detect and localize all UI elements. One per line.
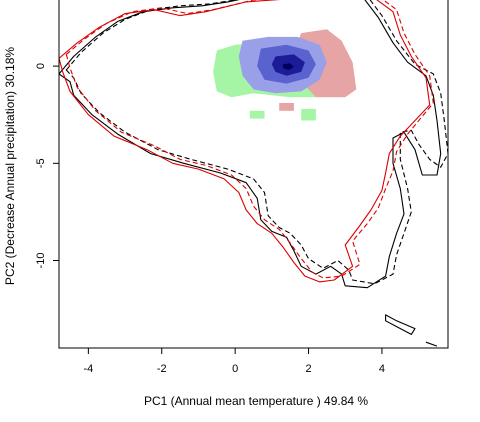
plot-frame — [58, 0, 449, 349]
envelope-layer — [59, 0, 448, 347]
density-patch-red-4 — [279, 103, 294, 111]
x-axis: -4 -2 0 2 4 — [83, 348, 385, 375]
x-tick-label-4: 4 — [379, 363, 385, 375]
x-tick-label--2: -2 — [157, 363, 167, 375]
y-tick-label-0: 0 — [35, 63, 47, 69]
envelope-line-black-solid-3 — [425, 341, 438, 347]
density-patch-green-1 — [249, 110, 265, 119]
x-tick-label-0: 0 — [232, 363, 238, 375]
x-axis-label: PC1 (Annual mean temperature ) 49.84 % — [144, 394, 368, 408]
x-tick-label-2: 2 — [305, 363, 311, 375]
y-axis: 0 -5 -10 — [35, 63, 59, 268]
y-tick-label--5: -5 — [35, 158, 47, 168]
envelope-line-red-solid-4 — [59, 0, 431, 283]
envelope-line-black-solid-2 — [385, 314, 416, 335]
x-tick-label--4: -4 — [83, 363, 93, 375]
density-patch-green-2 — [301, 108, 316, 121]
envelope-line-black-dashed-1 — [65, 0, 448, 285]
envelope-line-red-dashed-5 — [65, 0, 434, 279]
y-axis-label: PC2 (Decrease Annual precipitation) 30.1… — [3, 47, 17, 285]
y-tick-label--10: -10 — [35, 253, 47, 269]
envelope-line-black-solid-0 — [59, 0, 442, 289]
density-patch-blue-8 — [282, 63, 294, 70]
plot-area — [59, 0, 448, 347]
density-layer — [213, 29, 357, 121]
